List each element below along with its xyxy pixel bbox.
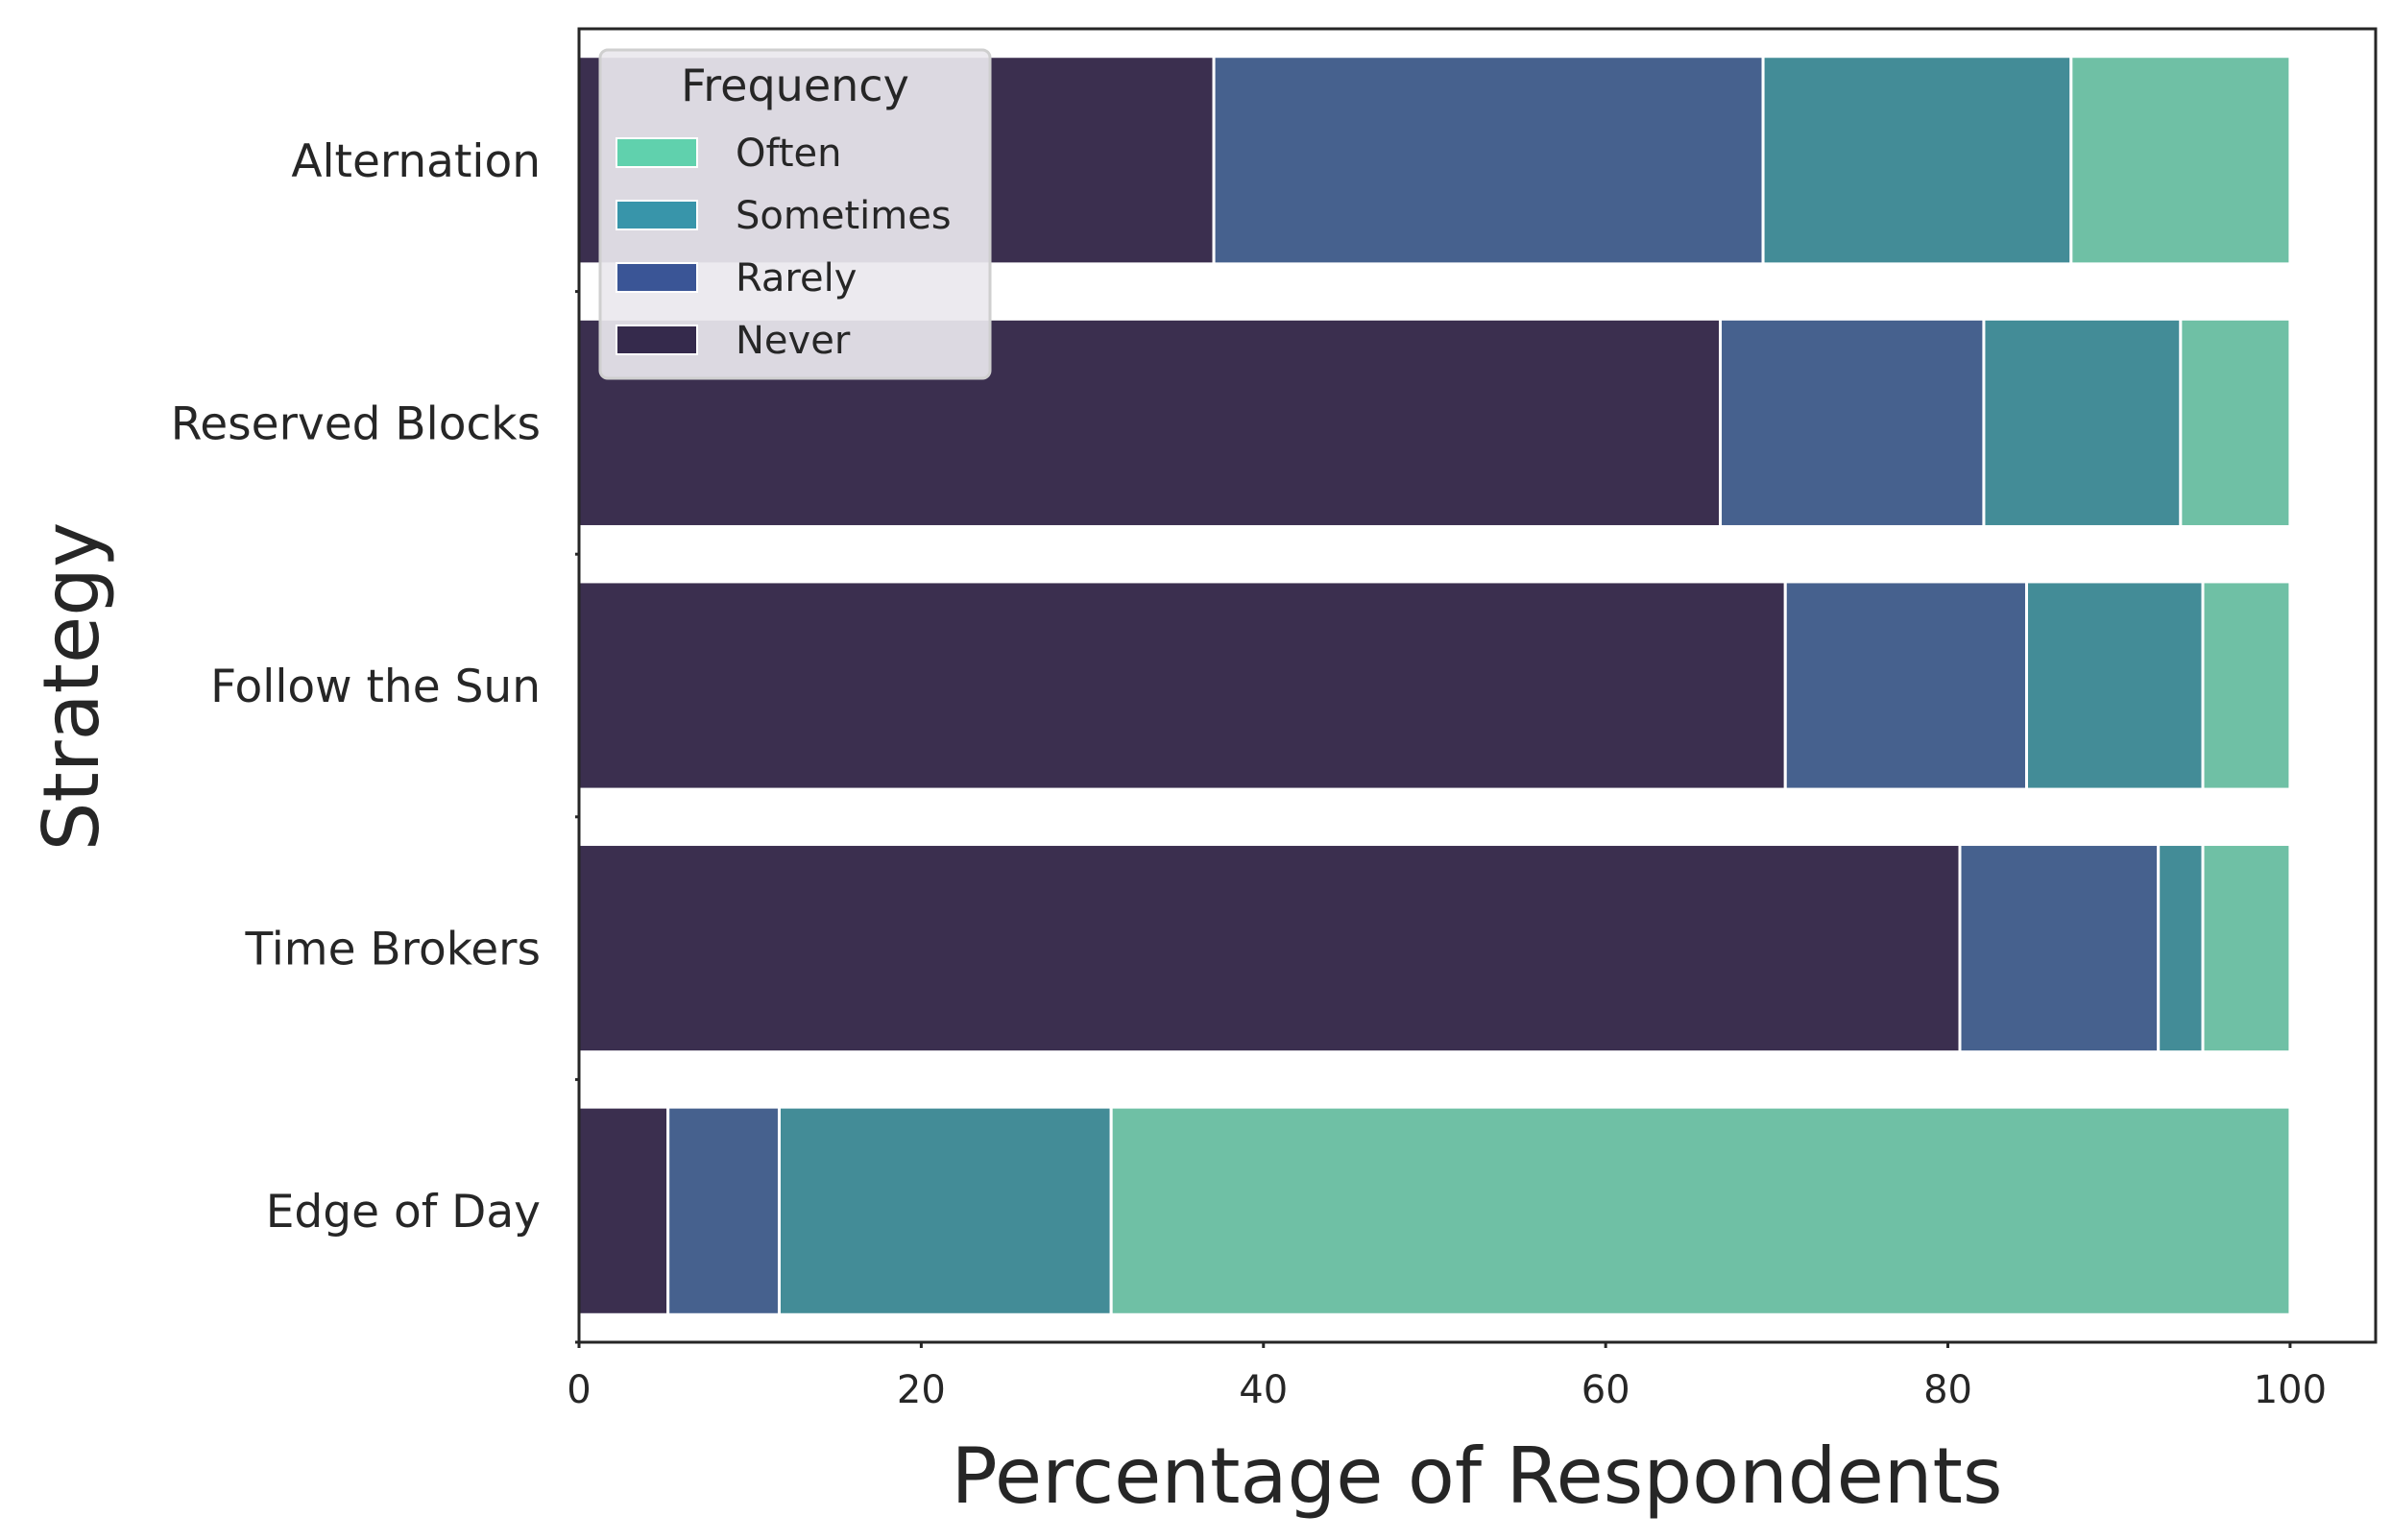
legend-swatch-often [616, 137, 698, 168]
legend-swatch-rarely [616, 262, 698, 293]
legend-label-never: Never [736, 319, 851, 363]
x-tick-label: 0 [567, 1368, 591, 1412]
y-tick-label: Time Brokers [244, 924, 541, 976]
bar-sometimes [2024, 580, 2205, 791]
legend-box [598, 48, 992, 380]
legend-label-often: Often [736, 132, 842, 176]
bar-often [2201, 580, 2292, 791]
legend: Frequency Often Sometimes Rarely Never [598, 48, 992, 380]
bar-rarely [666, 1105, 781, 1316]
legend-label-rarely: Rarely [736, 256, 857, 301]
bar-often [1109, 1105, 2292, 1316]
y-tick-label: Reserved Blocks [171, 397, 541, 450]
bar-sometimes [777, 1105, 1113, 1316]
bar-rarely [1783, 580, 2028, 791]
bar-rarely [1719, 317, 1986, 528]
x-tick-label: 80 [1923, 1368, 1972, 1412]
bar-rarely [1958, 843, 2161, 1054]
plot-frame [577, 27, 2378, 1344]
legend-label-sometimes: Sometimes [736, 194, 952, 238]
legend-title: Frequency [681, 60, 909, 111]
bar-often [2201, 843, 2292, 1054]
y-tick-label: Alternation [291, 135, 541, 188]
bar-rarely [1212, 55, 1765, 266]
y-tick-label: Follow the Sun [210, 661, 541, 713]
x-tick-label: 20 [897, 1368, 946, 1412]
y-tick-label: Edge of Day [266, 1186, 541, 1239]
bar-sometimes [2157, 843, 2205, 1054]
bar-often [2069, 55, 2292, 266]
y-axis-title: Strategy [27, 522, 116, 852]
x-axis-title: Percentage of Respondents [951, 1432, 2002, 1521]
x-tick-label: 60 [1582, 1368, 1630, 1412]
legend-swatch-sometimes [616, 200, 698, 230]
bar-never [577, 1105, 670, 1316]
x-axis: 0 20 40 60 80 100 [567, 1342, 2327, 1412]
x-tick-label: 40 [1239, 1368, 1288, 1412]
bar-never [577, 843, 1962, 1054]
bar-often [2179, 317, 2292, 528]
legend-swatch-never [616, 325, 698, 355]
y-axis: Alternation Reserved Blocks Follow the Sun… [171, 135, 579, 1344]
bar-sometimes [1761, 55, 2073, 266]
bar-never [577, 580, 1787, 791]
bar-sometimes [1982, 317, 2183, 528]
x-tick-label: 100 [2254, 1368, 2327, 1412]
